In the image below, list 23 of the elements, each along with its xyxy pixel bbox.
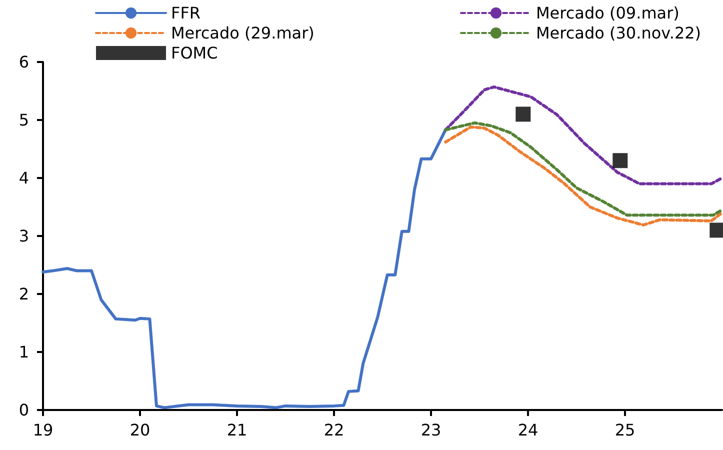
y-tick-label: 3 (18, 226, 29, 246)
line-series (444, 85, 723, 186)
x-tick-label: 19 (32, 420, 54, 440)
line-series (42, 128, 448, 410)
x-tick-label: 24 (518, 420, 538, 440)
y-tick-label: 0 (18, 400, 29, 420)
x-tick-label: 25 (614, 420, 636, 440)
x-tick-label: 23 (420, 420, 442, 440)
point (612, 153, 628, 168)
legend-label: FFR (171, 4, 201, 22)
legend-label: Mercado (30.nov.22) (536, 24, 702, 42)
legend-label: Mercado (29.mar) (171, 24, 314, 42)
legend-label: Mercado (09.mar) (536, 4, 680, 22)
y-tick-label: 1 (18, 342, 29, 362)
x-tick-label: 22 (324, 420, 344, 440)
x-tick-label: 20 (130, 420, 150, 440)
y-tick-label: 5 (18, 110, 29, 130)
point (516, 106, 531, 122)
y-tick-label: 4 (18, 168, 29, 188)
y-tick-label: 2 (18, 284, 29, 304)
x-tick-label: 21 (226, 420, 248, 440)
legend-label: FOMC (171, 44, 218, 62)
y-tick-label: 6 (18, 52, 29, 72)
